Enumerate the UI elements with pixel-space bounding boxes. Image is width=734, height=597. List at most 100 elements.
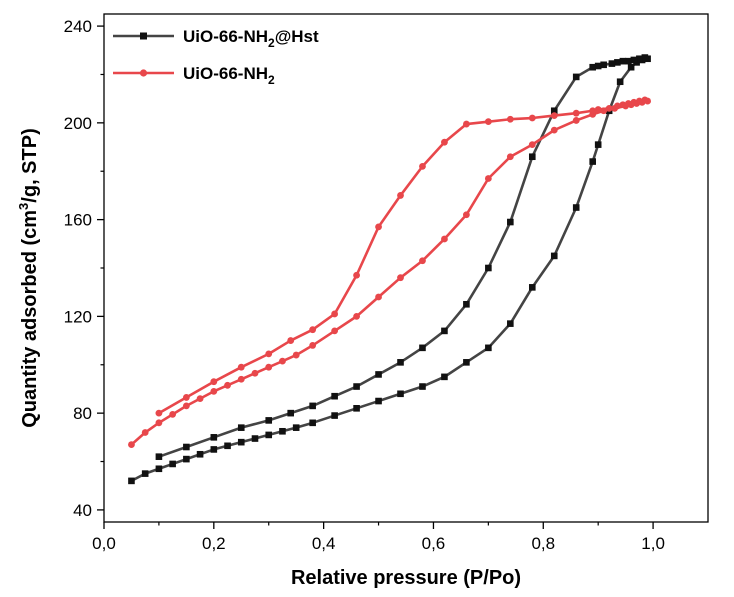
data-point bbox=[397, 359, 404, 366]
data-point bbox=[353, 383, 360, 390]
y-tick-label: 120 bbox=[64, 307, 92, 326]
data-point bbox=[625, 57, 632, 65]
data-point bbox=[528, 141, 536, 149]
data-point bbox=[528, 114, 536, 122]
x-tick-label: 1,0 bbox=[641, 534, 665, 553]
data-point bbox=[550, 107, 558, 115]
data-point bbox=[506, 153, 514, 161]
data-point bbox=[309, 326, 317, 334]
data-point bbox=[353, 271, 360, 279]
data-point bbox=[619, 101, 627, 109]
data-point bbox=[237, 363, 245, 371]
data-point bbox=[128, 477, 135, 485]
series-hst bbox=[128, 54, 651, 485]
data-point bbox=[210, 387, 218, 395]
x-tick-label: 0,6 bbox=[422, 534, 446, 553]
x-tick-label: 0,8 bbox=[531, 534, 555, 553]
y-tick-label: 160 bbox=[64, 211, 92, 230]
data-point bbox=[594, 141, 602, 148]
data-point bbox=[594, 106, 602, 113]
data-point bbox=[279, 427, 286, 435]
x-tick-label: 0,4 bbox=[312, 534, 336, 553]
data-point bbox=[237, 375, 245, 383]
y-axis-title: Quantity adsorbed (cm3/g, STP) bbox=[16, 128, 41, 428]
legend-entry-nh2: UiO-66-NH2 bbox=[113, 64, 275, 87]
data-point bbox=[624, 100, 632, 107]
data-point bbox=[572, 109, 580, 117]
data-point bbox=[169, 410, 177, 418]
y-axis-ticks: 40 80 120 160 200 240 bbox=[64, 17, 104, 520]
data-point bbox=[397, 192, 404, 199]
data-point bbox=[419, 163, 426, 170]
data-point bbox=[251, 435, 259, 442]
data-point bbox=[507, 218, 514, 226]
y-axis-title-prefix: Quantity adsorbed (cm bbox=[19, 210, 41, 428]
series-layer bbox=[128, 54, 651, 485]
legend-label-nh2-sub: 2 bbox=[268, 73, 275, 87]
data-point bbox=[279, 357, 286, 365]
data-point bbox=[287, 337, 295, 344]
data-point bbox=[169, 460, 176, 468]
data-point bbox=[627, 63, 635, 71]
data-point bbox=[353, 405, 360, 412]
data-point bbox=[630, 98, 638, 106]
data-point bbox=[441, 138, 448, 146]
data-point bbox=[141, 429, 149, 436]
data-point bbox=[331, 327, 339, 335]
data-point bbox=[375, 223, 382, 231]
data-point bbox=[550, 126, 558, 134]
data-point bbox=[224, 381, 231, 389]
data-point bbox=[397, 274, 404, 282]
data-point bbox=[251, 369, 259, 377]
data-point bbox=[182, 402, 190, 410]
data-point bbox=[265, 363, 273, 371]
data-point bbox=[463, 359, 470, 366]
data-point bbox=[463, 211, 470, 219]
legend-label-hst-prefix: UiO-66-NH bbox=[183, 27, 268, 46]
data-point bbox=[463, 300, 470, 308]
y-tick-label: 240 bbox=[64, 17, 92, 36]
data-point bbox=[463, 120, 470, 128]
data-point bbox=[155, 453, 163, 460]
series-nh2 bbox=[128, 96, 651, 448]
data-point bbox=[594, 62, 602, 70]
data-point bbox=[237, 438, 245, 446]
data-point bbox=[182, 394, 190, 401]
data-point bbox=[636, 55, 643, 63]
y-axis-title-sup: 3 bbox=[16, 203, 31, 210]
data-point bbox=[419, 344, 426, 352]
data-point bbox=[485, 264, 492, 272]
data-point bbox=[528, 284, 536, 291]
y-tick-label: 40 bbox=[73, 501, 92, 520]
data-point bbox=[619, 57, 627, 65]
data-point bbox=[331, 412, 338, 419]
data-point bbox=[309, 402, 316, 410]
y-tick-label: 80 bbox=[73, 404, 92, 423]
legend-label-hst: UiO-66-NH2@Hst bbox=[183, 27, 319, 50]
data-point bbox=[550, 112, 558, 119]
data-point bbox=[614, 102, 621, 110]
data-point bbox=[210, 434, 218, 441]
data-point bbox=[506, 115, 514, 123]
data-point bbox=[485, 344, 492, 352]
data-point bbox=[265, 350, 273, 358]
legend-label-nh2-prefix: UiO-66-NH bbox=[183, 64, 268, 83]
data-point bbox=[614, 59, 621, 66]
data-point bbox=[196, 450, 204, 458]
data-point bbox=[589, 63, 596, 71]
data-point bbox=[572, 73, 580, 81]
data-point bbox=[441, 235, 448, 243]
data-point bbox=[641, 54, 649, 61]
data-point bbox=[375, 293, 382, 301]
series-line-nh2 bbox=[130, 98, 649, 446]
x-axis-ticks: 0,0 0,2 0,4 0,6 0,8 1,0 bbox=[92, 522, 665, 553]
series-line-hst bbox=[130, 56, 649, 483]
data-point bbox=[419, 383, 426, 390]
data-point bbox=[183, 443, 190, 451]
data-point bbox=[292, 351, 300, 359]
data-point bbox=[155, 465, 163, 473]
data-point bbox=[608, 60, 616, 67]
data-point bbox=[155, 419, 163, 427]
data-point bbox=[183, 455, 190, 463]
data-point bbox=[309, 419, 316, 427]
